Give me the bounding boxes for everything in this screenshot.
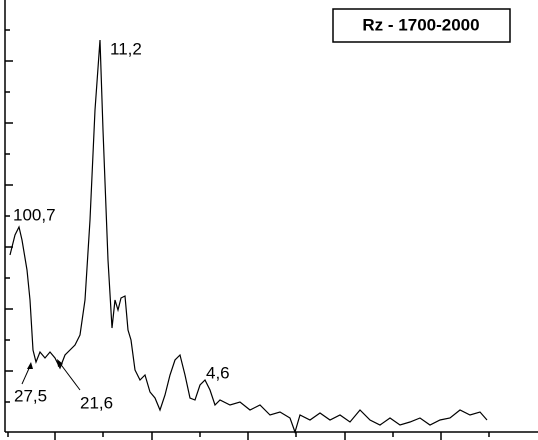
annotation: 11,2: [110, 39, 142, 58]
annotation: 21,6: [80, 393, 113, 412]
arrow-head: [27, 362, 33, 369]
annotation-arrow: [58, 361, 81, 391]
annotation: 27,5: [14, 386, 47, 405]
arrow-head: [57, 359, 63, 367]
legend-box: [332, 8, 511, 43]
data-line: [9, 39, 488, 434]
annotation: 100,7: [13, 205, 56, 224]
annotation: 4,6: [206, 363, 230, 382]
legend-label: Rz - 1700-2000: [362, 15, 479, 34]
